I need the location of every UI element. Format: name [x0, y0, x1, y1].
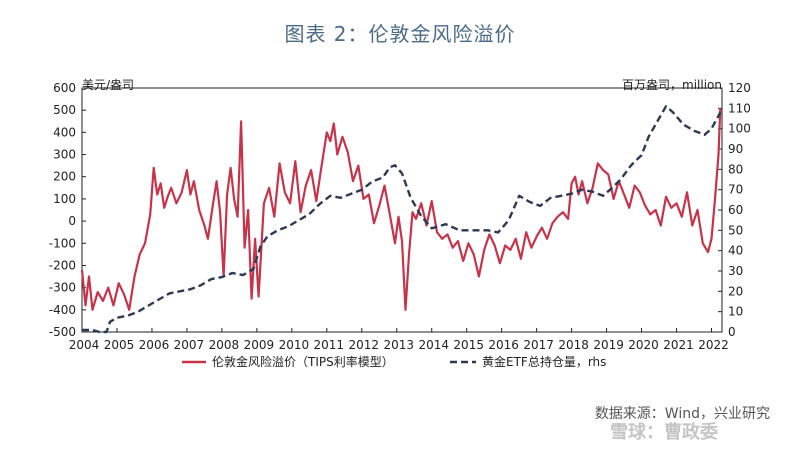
x-tick-label: 2007 [174, 338, 205, 352]
y-left-tick-label: -300 [49, 281, 76, 295]
y-left-tick-label: 0 [68, 214, 76, 228]
series-line-etf [82, 105, 722, 334]
x-tick-label: 2008 [209, 338, 240, 352]
axis-ticks: -500 -400 -300 -200 -100 0 100 200 300 400 500 600 0… [49, 81, 751, 352]
x-tick-label: 2016 [488, 338, 519, 352]
x-tick-label: 2012 [349, 338, 380, 352]
y-right-tick-label: 40 [728, 244, 743, 258]
plot-border [81, 87, 723, 333]
x-tick-label: 2015 [453, 338, 484, 352]
plot-frame [81, 87, 723, 333]
x-tick-label: 2006 [139, 338, 170, 352]
y-left-tick-label: -100 [49, 236, 76, 250]
series-line-premium [80, 107, 722, 311]
y-left-tick-label: -500 [49, 325, 76, 339]
y-left-tick-label: 400 [53, 125, 76, 139]
y-right-tick-label: 20 [728, 284, 743, 298]
y-left-tick-label: 200 [53, 170, 76, 184]
y-right-tick-label: 70 [728, 183, 743, 197]
x-tick-label: 2005 [104, 338, 135, 352]
y-left-tick-label: -200 [49, 258, 76, 272]
y-right-tick-label: 30 [728, 264, 743, 278]
y-right-tick-label: 120 [728, 81, 751, 95]
y-right-tick-label: 60 [728, 203, 743, 217]
y-left-tick-label: 300 [53, 148, 76, 162]
source-note: 数据来源：Wind，兴业研究 [594, 406, 770, 422]
x-tick-label: 2021 [663, 338, 694, 352]
x-tick-label: 2004 [69, 338, 100, 352]
y-right-tick-label: 80 [728, 162, 743, 176]
y-left-tick-label: -400 [49, 303, 76, 317]
y-right-tick-label: 100 [728, 122, 751, 136]
legend: 伦敦金风险溢价（TIPS利率模型） 黄金ETF总持仓量，rhs [182, 354, 606, 369]
x-tick-label: 2011 [314, 338, 345, 352]
x-tick-label: 2010 [279, 338, 310, 352]
legend-label-etf: 黄金ETF总持仓量，rhs [482, 354, 606, 369]
y-right-tick-label: 10 [728, 305, 743, 319]
chart-title: 图表 2：伦敦金风险溢价 [284, 22, 516, 46]
x-tick-label: 2017 [523, 338, 554, 352]
y-left-tick-label: 500 [53, 103, 76, 117]
y-axis-right-label: 百万盎司，million [622, 78, 722, 92]
y-left-tick-label: 100 [53, 192, 76, 206]
y-right-tick-label: 110 [728, 101, 751, 115]
y-right-tick-label: 90 [728, 142, 743, 156]
x-tick-label: 2014 [418, 338, 449, 352]
x-tick-label: 2009 [244, 338, 275, 352]
y-right-tick-label: 50 [728, 223, 743, 237]
legend-label-premium: 伦敦金风险溢价（TIPS利率模型） [212, 354, 394, 369]
watermark-text: 雪球：曹政委 [610, 422, 718, 443]
x-tick-label: 2013 [383, 338, 414, 352]
x-tick-label: 2020 [628, 338, 659, 352]
x-tick-label: 2022 [698, 338, 729, 352]
x-tick-label: 2018 [558, 338, 589, 352]
y-right-tick-label: 0 [728, 325, 736, 339]
x-tick-label: 2019 [593, 338, 624, 352]
series-layer [80, 105, 722, 334]
y-left-tick-label: 600 [53, 81, 76, 95]
y-axis-left-label: 美元/盎司 [82, 78, 134, 92]
